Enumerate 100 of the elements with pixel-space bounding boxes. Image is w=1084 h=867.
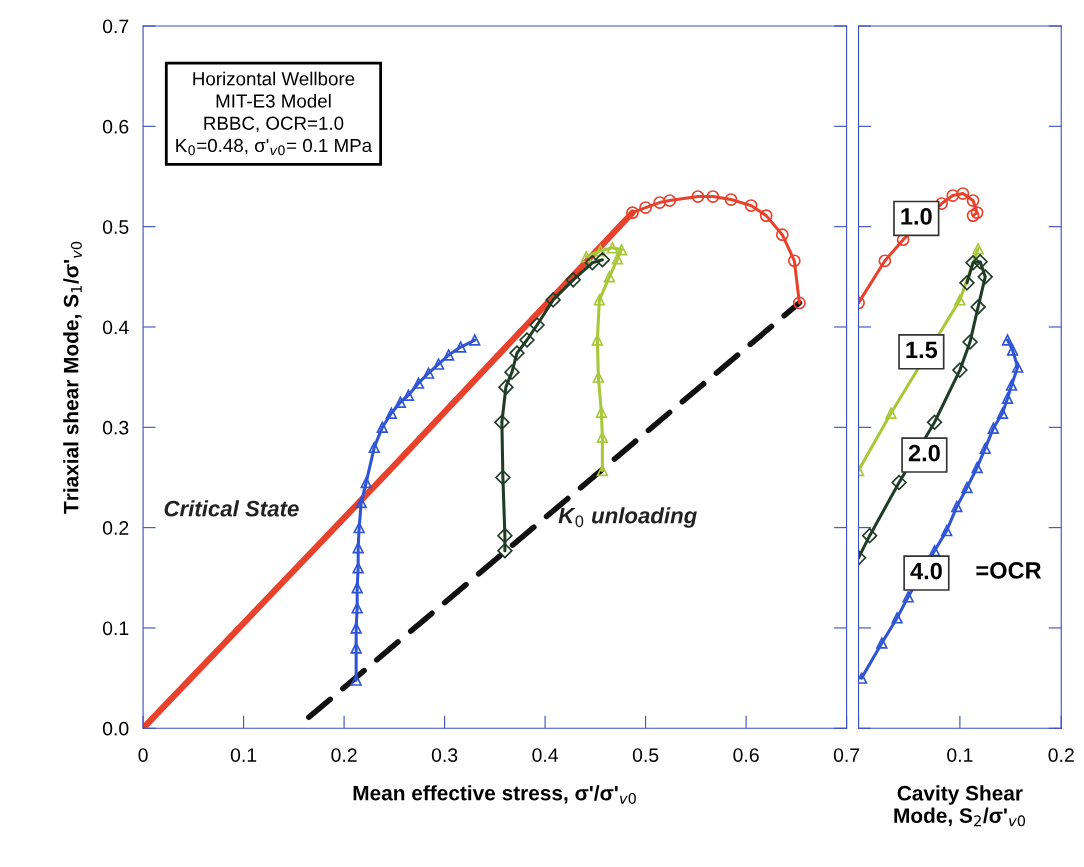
annotation: 1.5 — [906, 341, 938, 359]
annotation: Critical State — [164, 500, 299, 517]
y-tick-label: 0.4 — [102, 320, 129, 335]
point — [442, 349, 455, 361]
point — [639, 201, 652, 214]
x-axis-title: Mean effective stress, σ'/σ'$_{v0}$ — [353, 785, 636, 804]
point — [422, 367, 435, 379]
point — [592, 371, 605, 383]
point — [891, 474, 907, 491]
y-tick-label: 0.5 — [102, 220, 129, 234]
point — [861, 527, 878, 544]
point — [497, 527, 513, 544]
point — [595, 406, 608, 418]
annotation: =OCR — [976, 561, 1042, 579]
point — [977, 269, 993, 285]
point — [497, 542, 513, 559]
point — [775, 228, 789, 242]
point — [954, 294, 966, 306]
point — [691, 190, 705, 203]
point — [792, 296, 806, 310]
point — [970, 206, 984, 220]
point — [663, 194, 677, 207]
point — [498, 379, 514, 395]
point — [350, 642, 362, 654]
y-tick-label: 0.0 — [102, 721, 129, 736]
x-tick-label: 0.3 — [431, 748, 458, 763]
annotation: 4.0 — [910, 562, 942, 580]
point — [469, 334, 481, 346]
point — [926, 414, 943, 430]
point — [454, 341, 467, 353]
point — [603, 271, 616, 283]
y-tick-label: 0.3 — [102, 420, 129, 435]
point — [891, 612, 903, 624]
point — [951, 500, 963, 513]
point — [1001, 334, 1014, 346]
point — [606, 242, 619, 254]
point — [1001, 392, 1014, 404]
y-axis-title: Triaxial shear Mode, S$_{1}$/σ'$_{v0}$ — [63, 241, 82, 514]
point — [653, 196, 667, 209]
point — [965, 255, 981, 271]
point — [858, 672, 868, 684]
point — [961, 481, 973, 494]
point — [941, 524, 953, 537]
point — [626, 206, 639, 220]
point — [545, 292, 561, 308]
annotation: K$_{0}$ unloading — [558, 507, 697, 528]
point — [952, 362, 968, 378]
point — [594, 252, 611, 268]
point — [402, 389, 415, 401]
x-tick-label: 0.4 — [532, 748, 559, 763]
point — [432, 358, 445, 370]
point — [787, 254, 801, 268]
point — [972, 243, 984, 255]
y-tick-label: 0.6 — [102, 119, 129, 134]
point — [368, 441, 380, 454]
point — [495, 469, 511, 486]
point — [394, 396, 407, 408]
point — [1006, 344, 1019, 356]
point — [351, 582, 363, 594]
point — [987, 422, 1000, 435]
point — [355, 496, 367, 509]
point — [878, 254, 892, 268]
point — [494, 414, 510, 430]
x-tick-label: 0.7 — [833, 748, 860, 763]
point — [611, 253, 624, 265]
y-tick-label: 0.2 — [102, 521, 129, 535]
annotation: 2.0 — [908, 444, 940, 462]
point — [1011, 361, 1024, 373]
point — [593, 294, 606, 306]
point — [615, 244, 628, 256]
point — [972, 254, 988, 270]
point — [594, 245, 607, 257]
point — [351, 602, 363, 614]
point — [971, 461, 983, 474]
point — [959, 275, 975, 291]
point — [1005, 379, 1018, 391]
point — [509, 345, 525, 361]
point — [979, 442, 991, 455]
point — [706, 190, 720, 203]
point — [360, 476, 372, 489]
point — [885, 407, 897, 419]
point — [744, 199, 758, 212]
point — [350, 674, 362, 686]
y-tick-label: 0.7 — [102, 19, 129, 34]
point — [385, 407, 398, 419]
point — [996, 407, 1009, 419]
point — [596, 431, 609, 444]
x-tick-label: 0.2 — [1048, 748, 1074, 763]
point — [353, 521, 365, 534]
point — [902, 591, 914, 603]
x-tick-label: 0 — [138, 748, 148, 763]
x-tick-label: 0.2 — [331, 748, 357, 763]
point — [504, 364, 520, 380]
point — [591, 334, 604, 346]
point — [519, 332, 535, 348]
point — [966, 209, 980, 223]
y-tick-label: 0.1 — [102, 621, 129, 636]
point — [724, 193, 738, 206]
point — [376, 421, 388, 434]
point — [412, 377, 425, 389]
